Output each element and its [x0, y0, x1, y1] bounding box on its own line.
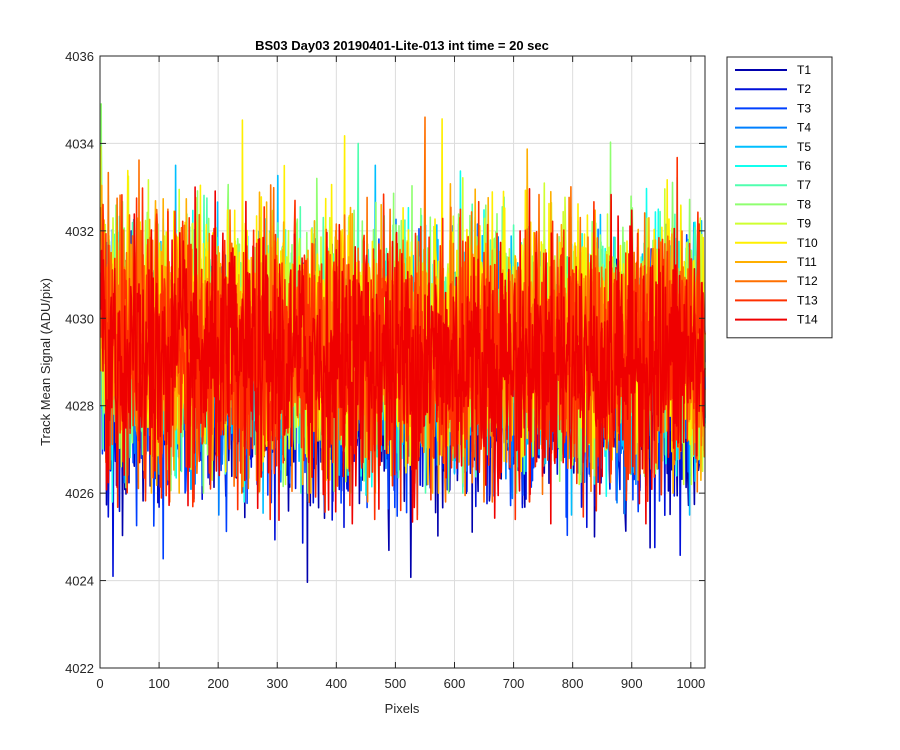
y-tick-label: 4034	[65, 136, 94, 151]
legend-label-t6: T6	[797, 159, 811, 173]
legend-label-t2: T2	[797, 82, 811, 96]
legend-label-t12: T12	[797, 274, 818, 288]
legend-label-t10: T10	[797, 236, 818, 250]
x-tick-label: 600	[444, 676, 466, 691]
legend-label-t7: T7	[797, 178, 811, 192]
legend-label-t4: T4	[797, 121, 811, 135]
legend-label-t11: T11	[797, 255, 817, 269]
x-tick-label: 400	[325, 676, 347, 691]
x-tick-labels: 0 100 200 300 400 500 600 700 800 900 1000	[96, 676, 705, 691]
legend: T1 T2 T3 T4 T5 T6 T7 T8 T9 T10 T11 T12 T13 T14	[726, 56, 833, 339]
axes	[99, 55, 706, 669]
x-tick-label: 100	[148, 676, 170, 691]
legend-label-t1: T1	[797, 63, 811, 77]
legend-label-t14: T14	[797, 313, 818, 327]
legend-box	[726, 56, 833, 339]
y-tick-label: 4030	[65, 311, 94, 326]
y-tick-label: 4032	[65, 224, 94, 239]
legend-label-t8: T8	[797, 197, 811, 211]
chart-title: BS03 Day03 20190401-Lite-013 int time = …	[255, 38, 549, 53]
x-tick-label: 500	[385, 676, 407, 691]
y-axis-label: Track Mean Signal (ADU/pix)	[38, 278, 53, 446]
y-tick-label: 4036	[65, 49, 94, 64]
y-tick-label: 4026	[65, 486, 94, 501]
legend-label-t9: T9	[797, 217, 811, 231]
legend-label-t3: T3	[797, 101, 811, 115]
x-tick-label: 200	[207, 676, 229, 691]
y-tick-label: 4028	[65, 399, 94, 414]
x-tick-label: 900	[621, 676, 643, 691]
x-tick-label: 800	[562, 676, 584, 691]
x-tick-label: 0	[96, 676, 103, 691]
x-axis-label: Pixels	[385, 701, 420, 716]
y-tick-label: 4024	[65, 574, 94, 589]
series-lines	[99, 103, 706, 583]
legend-label-t5: T5	[797, 140, 811, 154]
legend-label-t13: T13	[797, 293, 818, 307]
x-tick-label: 1000	[676, 676, 705, 691]
series-line-t14	[99, 186, 706, 525]
axes-box	[99, 55, 706, 669]
x-tick-label: 300	[266, 676, 288, 691]
x-tick-label: 700	[503, 676, 525, 691]
y-tick-label: 4022	[65, 661, 94, 676]
y-tick-labels: 4022 4024 4026 4028 4030 4032 4034 4036	[65, 49, 94, 676]
